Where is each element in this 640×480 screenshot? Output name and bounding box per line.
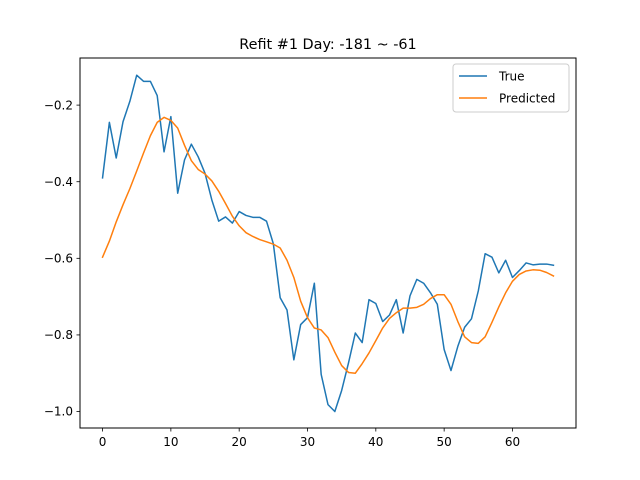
x-tick-label: 20 (232, 435, 247, 449)
series-line-predicted (101, 116, 555, 374)
chart-title: Refit #1 Day: -181 ~ -61 (239, 37, 416, 53)
y-tick-label: −0.2 (44, 98, 73, 112)
y-tick-label: −1.0 (44, 405, 73, 419)
y-tick-label: −0.8 (44, 328, 73, 342)
legend-label-predicted: Predicted (499, 91, 555, 105)
x-tick-label: 30 (300, 435, 315, 449)
legend: True Predicted (452, 63, 570, 113)
x-tick-label: 10 (163, 435, 178, 449)
x-tick-label: 50 (437, 435, 452, 449)
x-tick-label: 60 (505, 435, 520, 449)
y-tick-label: −0.6 (44, 252, 73, 266)
legend-label-true: True (498, 69, 525, 83)
x-tick-label: 0 (99, 435, 107, 449)
series-line-true (101, 74, 555, 413)
axes-frame (79, 57, 577, 429)
y-tick-label: −0.4 (44, 175, 73, 189)
plot-area (101, 74, 555, 413)
x-tick-label: 40 (368, 435, 383, 449)
axis-ticks: 0 10 20 30 40 50 60 −1.0 −0.8 −0.6 −0.4 −0.2 (44, 98, 520, 449)
